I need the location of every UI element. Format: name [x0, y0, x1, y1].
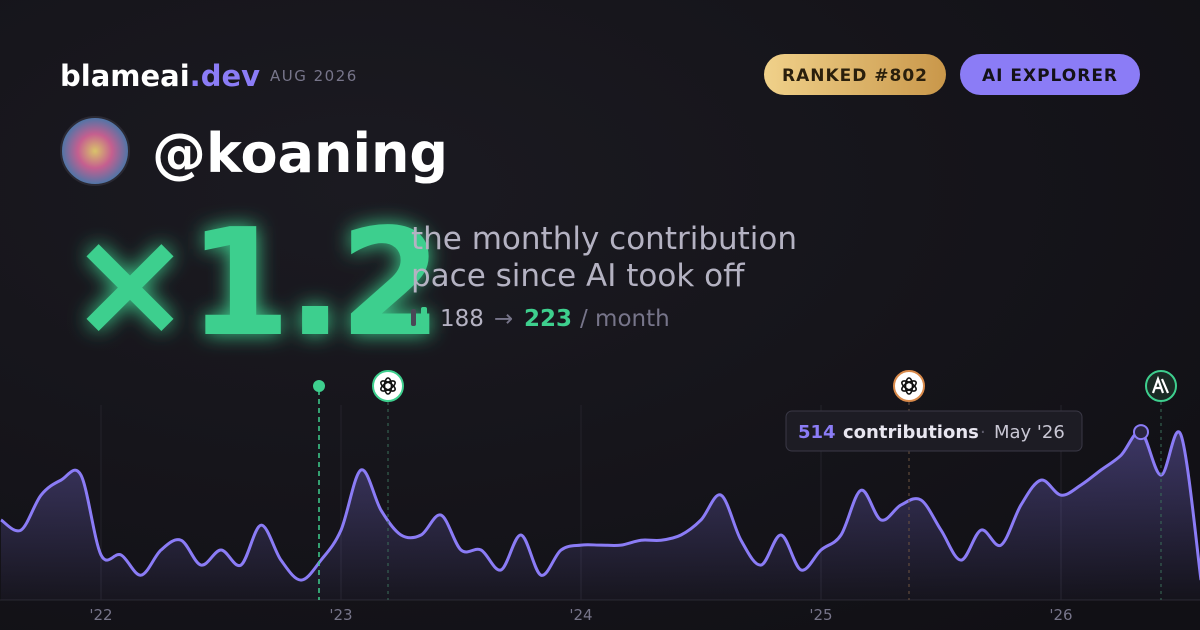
- tooltip-label: contributions: [843, 422, 979, 443]
- tooltip-date: May '26: [994, 422, 1065, 443]
- event-icon: [372, 370, 404, 402]
- event-dot: [313, 380, 325, 392]
- line: [0, 430, 1200, 582]
- rank-badge: [764, 54, 946, 95]
- openai-logo: [901, 377, 917, 395]
- x-tick-label: '25: [809, 606, 832, 624]
- highlight-point: [1133, 424, 1149, 441]
- area: [1, 431, 1200, 600]
- anthropic-logo: [1151, 375, 1170, 394]
- x-tick-label: '24: [569, 606, 592, 624]
- tier-badge: [960, 54, 1140, 95]
- arrow: →: [494, 306, 513, 332]
- unit: / month: [580, 306, 670, 332]
- caption: pace since AI took off: [411, 258, 745, 294]
- tooltip-box: [785, 410, 1083, 452]
- brand: blameai.dev: [60, 59, 260, 93]
- avatar: [60, 116, 130, 186]
- openai-logo: [380, 377, 396, 395]
- event-icon: [893, 370, 925, 402]
- chart: '22 '23 '24 '25 '26: [0, 405, 1200, 624]
- icon: [421, 307, 427, 326]
- username: @koaning: [152, 122, 448, 185]
- x-tick-label: '22: [89, 606, 112, 624]
- tooltip-value: 514: [798, 422, 836, 443]
- after-value: 223: [524, 306, 572, 332]
- x-tick-label: '26: [1049, 606, 1072, 624]
- brand-tld: .dev: [190, 59, 260, 93]
- tooltip: 514 contributions · May '26: [785, 410, 1083, 452]
- caption: the monthly contribution: [411, 221, 797, 257]
- event-markers: [313, 370, 1177, 600]
- rank-badge-text: RANKED #802: [782, 66, 928, 86]
- tooltip-separator: ·: [980, 422, 986, 443]
- multiplier: ×1.2: [68, 197, 438, 369]
- before-value: 188: [440, 306, 484, 332]
- brand-name: blameai: [60, 59, 190, 93]
- date: AUG 2026: [270, 67, 358, 85]
- icon: [411, 309, 416, 326]
- tier-badge-text: AI EXPLORER: [982, 66, 1118, 86]
- x-tick-label: '23: [329, 606, 352, 624]
